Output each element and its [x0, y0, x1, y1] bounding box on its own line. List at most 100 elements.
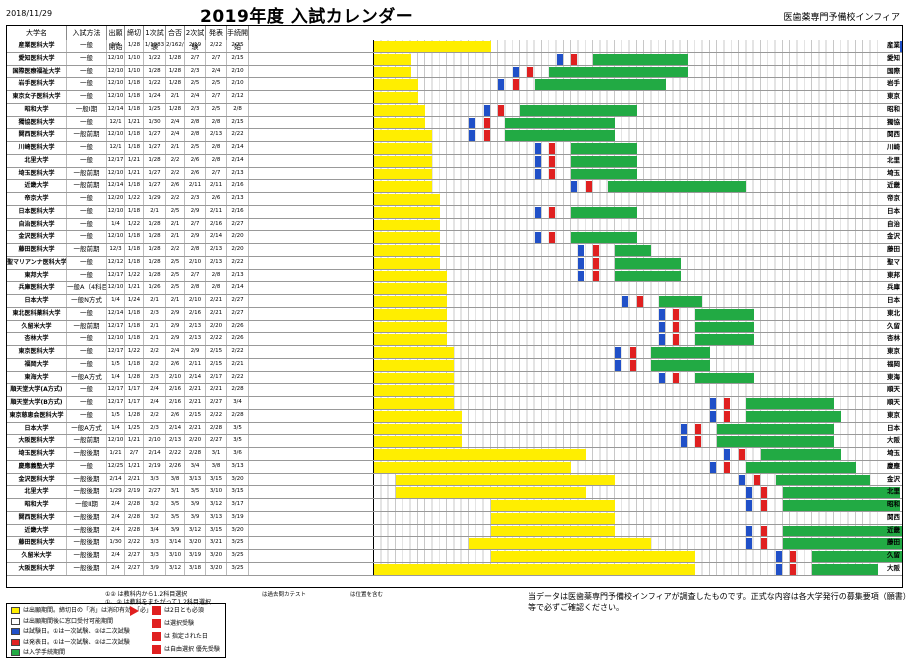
exam-method: 一般: [67, 231, 107, 243]
legend-swatch: [11, 607, 20, 614]
date-cell: 2/22: [227, 129, 249, 141]
university-name: 愛知医科大学: [7, 52, 67, 65]
date-cell: 3/25: [227, 562, 249, 575]
date-cell: 1/18: [125, 142, 144, 154]
application-period-bar: [490, 525, 615, 537]
date-cell: 2/4: [107, 524, 125, 537]
exam-day-marker: [468, 130, 475, 141]
enrollment-period-bar: [571, 155, 637, 167]
date-cell: 2/1: [166, 91, 185, 103]
date-cell: 2/21: [125, 473, 144, 486]
header-col: 2次試験: [185, 26, 206, 51]
date-cell: 1/21: [125, 460, 144, 473]
exam-method: 一般: [67, 142, 107, 154]
date-cell: 2/4: [107, 562, 125, 575]
date-cell: 2/7: [206, 91, 227, 103]
exam-method: 一般: [67, 397, 107, 409]
university-abbr: 東京: [887, 410, 900, 419]
enrollment-period-bar: [782, 525, 902, 537]
table-row: 東京慈恵会医科大学 一般 1/5 1/28 2/2 2/6 2/15 2/22 2/28 東京: [7, 409, 902, 423]
university-abbr: 久留: [887, 551, 900, 559]
date-cell: 2/5: [166, 282, 185, 294]
date-cell: 1/22: [125, 218, 144, 231]
exam-day-marker: [658, 321, 665, 333]
university-abbr: 大阪: [887, 436, 900, 445]
exam-day-marker: [534, 206, 541, 218]
header-col: 1次試験: [144, 26, 166, 51]
university-abbr: 近畿: [887, 525, 900, 534]
date-cell: 1/1983: [144, 40, 166, 52]
date-cell: 3/15: [227, 486, 249, 498]
date-cell: 1/18: [125, 103, 144, 116]
date-cell: 2/28: [227, 384, 249, 396]
date-cell: 2/1: [144, 320, 166, 333]
enrollment-period-bar: [717, 436, 834, 447]
application-period-bar: [374, 436, 462, 447]
date-cell: 2/20: [227, 231, 249, 243]
announcement-marker: [760, 525, 767, 537]
university-name: 杏林大学: [7, 333, 67, 345]
date-cell: 2/2: [144, 346, 166, 358]
enrollment-period-bar: [534, 79, 666, 90]
university-abbr: 昭和: [887, 104, 900, 113]
university-abbr: 自治: [887, 219, 900, 228]
application-period-bar: [374, 155, 433, 167]
legend-right-item: は選択受験: [152, 618, 194, 629]
date-cell: 2/21: [206, 384, 227, 396]
date-cell: 2/6: [166, 358, 185, 371]
calendar-track: [373, 180, 883, 192]
date-cell: 2/2: [166, 167, 185, 180]
date-cell: 12/10: [107, 333, 125, 345]
date-cell: 1/21: [125, 167, 144, 180]
legend-right-label: は2日とも必須: [164, 607, 204, 614]
calendar-track: [373, 91, 883, 103]
date-cell: 1/24: [144, 91, 166, 103]
date-cell: 2/15: [206, 358, 227, 371]
table-row: 埼玉医科大学 一般後期 1/21 2/7 2/14 2/22 2/28 3/1 3/6 埼玉: [7, 448, 902, 461]
university-abbr: 福岡: [887, 359, 900, 368]
table-row: 岩手医科大学 一般 12/10 1/18 1/22 1/28 2/5 2/5 2/10 岩手: [7, 78, 902, 91]
enrollment-period-bar: [746, 410, 842, 422]
university-abbr: 埼玉: [887, 168, 900, 177]
calendar-track: [373, 384, 883, 396]
enrollment-period-bar: [782, 538, 902, 549]
date-cell: 3/18: [185, 562, 206, 575]
table-row: 東京女子医科大学 一般 12/10 1/18 1/24 2/1 2/4 2/7 2/12 東京: [7, 91, 902, 104]
date-cell: 12/10: [107, 282, 125, 294]
university-name: 国際医療福祉大学: [7, 65, 67, 78]
date-cell: 1/18: [125, 180, 144, 192]
date-cell: 1/28: [166, 52, 185, 65]
date-cell: 12/3: [107, 244, 125, 256]
calendar-track: [373, 103, 883, 116]
date-cell: 2/15: [227, 116, 249, 129]
date-cell: 3/14: [166, 537, 185, 549]
legend-right-item: は2日とも必須: [152, 605, 204, 616]
announcement-marker: [629, 359, 636, 371]
date-cell: 3/3: [144, 537, 166, 549]
university-name: 大阪医科大学: [7, 562, 67, 575]
date-cell: 2/15: [185, 409, 206, 422]
table-row: 兵庫医科大学一般A（4科目型）12/101/211/262/52/82/82/1…: [7, 282, 902, 295]
date-cell: 3/20: [227, 473, 249, 486]
exam-day-marker: [709, 398, 716, 409]
university-name: 慶應義塾大学: [7, 460, 67, 473]
date-cell: 2/3: [185, 65, 206, 78]
table-row: 自治医科大学 一般 1/4 1/22 1/28 2/1 2/7 2/16 2/27 自治: [7, 218, 902, 232]
date-cell: 12/17: [107, 154, 125, 167]
university-abbr: 東北: [887, 308, 900, 317]
university-name: 東京慈恵会医科大学: [7, 409, 67, 422]
university-name: 兵庫医科大学: [7, 282, 67, 294]
calendar-track: [373, 40, 902, 52]
university-name: 昭和大学: [7, 103, 67, 116]
exam-method: 一般Ⅰ期: [67, 103, 107, 116]
date-cell: 2/3: [185, 103, 206, 116]
date-cell: 1/5: [107, 409, 125, 422]
university-name: 近畿大学: [7, 524, 67, 537]
exam-day-marker: [746, 500, 753, 511]
exam-day-marker: [709, 410, 716, 422]
header-university: 大学名: [7, 26, 67, 40]
calendar-track: [373, 346, 883, 358]
legend-item: は出願期間後に窓口受付可能期間: [11, 617, 113, 627]
date-cell: 1/18: [125, 205, 144, 218]
calendar-track: [373, 562, 883, 575]
